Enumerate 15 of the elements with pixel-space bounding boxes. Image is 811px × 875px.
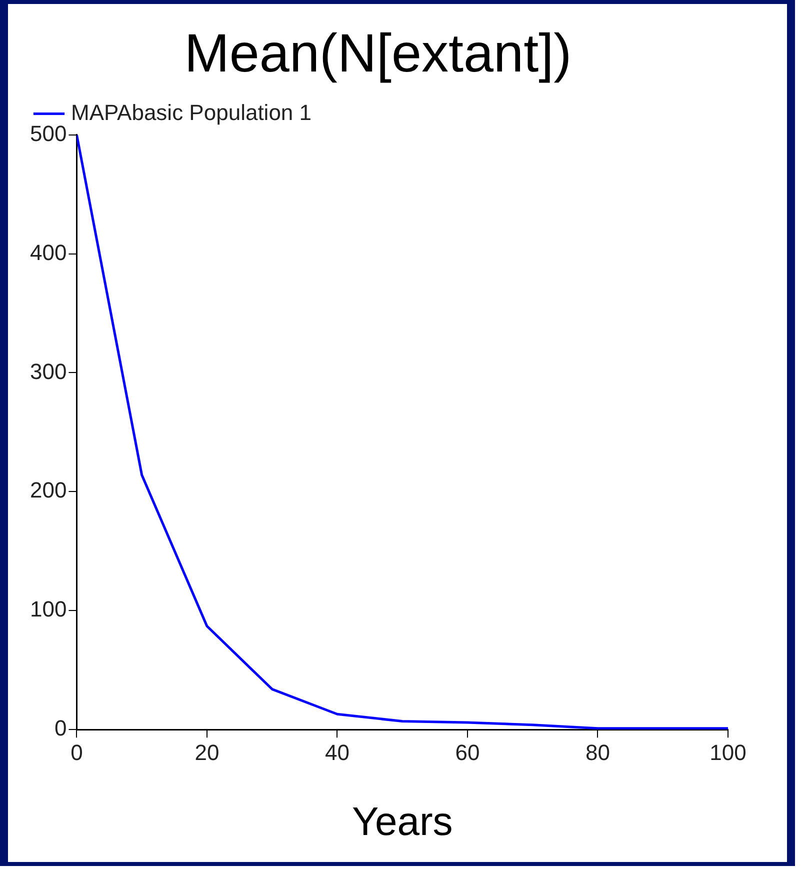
y-tick-label: 500 [30, 120, 67, 146]
chart-title: Mean(N[extant]) [184, 23, 572, 84]
x-tick-label: 100 [710, 740, 746, 765]
y-tick-label: 200 [30, 478, 67, 503]
x-tick-label: 80 [586, 740, 610, 765]
y-tick-label: 100 [30, 596, 67, 622]
y-tick-label: 300 [30, 358, 67, 384]
x-tick-label: 40 [324, 740, 350, 765]
x-tick-label: 60 [455, 740, 480, 765]
legend-label: MAPAbasic Population 1 [71, 100, 312, 125]
x-tick-label: 20 [194, 740, 220, 765]
x-tick-label: 0 [70, 740, 83, 765]
y-tick-label: 400 [30, 240, 67, 265]
y-tick-label: 0 [54, 716, 67, 741]
x-axis-title: Years [352, 800, 453, 844]
